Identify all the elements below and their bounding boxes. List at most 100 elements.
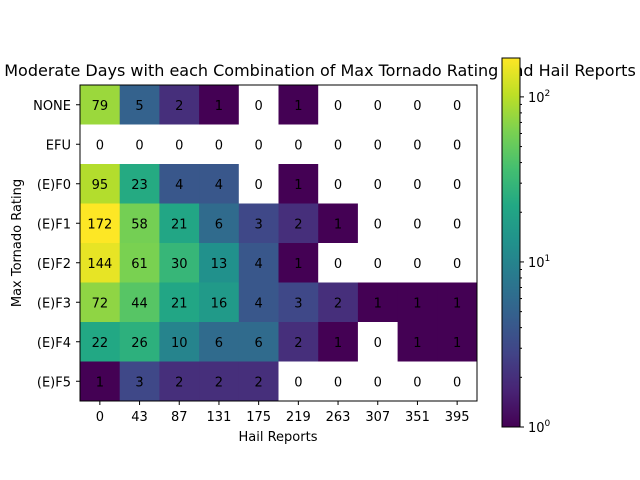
heatmap-cell [199,85,240,125]
heatmap-cell [357,361,398,402]
cell-value-label: 22 [92,336,109,351]
heatmap-cell [397,164,438,204]
cell-value-label: 1 [453,336,461,351]
cell-value-label: 1 [334,336,342,351]
cell-value-label: 0 [294,375,302,390]
cell-value-label: 3 [255,217,263,232]
cell-value-label: 0 [334,138,342,153]
cell-value-label: 23 [131,178,148,193]
x-tick-label: 131 [207,410,232,425]
x-tick-label: 0 [96,410,104,425]
heatmap-cell [278,361,319,402]
heatmap-cell [318,85,359,125]
heatmap-cell [238,85,279,125]
heatmap-cell [119,282,160,323]
colorbar-tick-label: 102 [528,89,550,106]
cell-value-label: 1 [453,296,461,311]
cell-value-label: 0 [374,99,382,114]
y-tick-label: (E)F5 [37,375,71,390]
cell-value-label: 0 [374,178,382,193]
heatmap-cell [199,203,240,244]
cell-value-label: 1 [294,257,302,272]
cell-value-label: 0 [453,99,461,114]
y-tick-label: (E)F2 [37,257,71,272]
x-axis-label: Hail Reports [239,430,318,445]
heatmap-cell [119,124,160,165]
heatmap-cell [80,164,121,204]
cell-value-label: 0 [413,99,421,114]
colorbar: 100 101 102 [501,57,551,436]
cell-value-label: 0 [453,257,461,272]
heatmap-cell [80,124,121,165]
heatmap-cell [119,322,160,362]
chart-title: Moderate Days with each Combination of M… [4,61,636,80]
x-tick-label: 263 [326,410,351,425]
heatmap-cell [80,361,121,402]
cell-value-label: 2 [294,336,302,351]
x-tick-label: 307 [365,410,390,425]
heatmap-cell [397,282,438,323]
x-tick-label: 395 [445,410,470,425]
cell-value-label: 0 [334,257,342,272]
heatmap-cell [318,282,359,323]
heatmap-cell [159,282,200,323]
cell-value-label: 1 [215,99,223,114]
cell-value-label: 61 [131,257,148,272]
heatmap-cell [80,322,121,362]
heatmap-cell [318,361,359,402]
cell-value-label: 2 [175,375,183,390]
cell-value-label: 3 [294,296,302,311]
cell-value-label: 21 [171,296,188,311]
cell-value-label: 1 [413,296,421,311]
heatmap-cell [397,361,438,402]
heatmap-cell [199,124,240,165]
heatmap-cell [437,322,478,362]
cell-value-label: 4 [255,257,263,272]
cell-value-label: 0 [255,99,263,114]
heatmap-cell [397,243,438,283]
x-tick-label: 87 [171,410,188,425]
heatmap-cell [80,85,121,125]
y-tick-label: (E)F0 [37,178,71,193]
heatmap-cell [437,85,478,125]
cell-value-label: 4 [255,296,263,311]
cell-value-label: 0 [135,138,143,153]
heatmap-cell [318,322,359,362]
heatmap-cell [278,282,319,323]
heatmap-cell [437,361,478,402]
heatmap-cell [159,361,200,402]
colorbar-gradient [501,57,521,428]
heatmap-cell [397,322,438,362]
heatmap-cell [80,282,121,323]
colorbar-tick-label: 100 [528,419,551,436]
heatmap-cell [278,243,319,283]
cell-value-label: 0 [413,375,421,390]
cell-value-label: 5 [135,99,143,114]
heatmap-cell [119,164,160,204]
cell-value-label: 0 [413,138,421,153]
heatmap-cell [437,124,478,165]
cell-value-label: 0 [255,138,263,153]
cell-value-label: 16 [211,296,228,311]
cell-value-label: 4 [175,178,183,193]
heatmap-cell [80,243,121,283]
cell-value-label: 95 [92,178,109,193]
y-tick-label: (E)F1 [37,217,71,232]
cell-value-label: 0 [374,257,382,272]
plot-frame [79,84,478,402]
cell-value-label: 0 [255,178,263,193]
cell-value-label: 13 [211,257,228,272]
cell-value-label: 0 [294,138,302,153]
heatmap-cell [238,164,279,204]
cell-value-label: 2 [215,375,223,390]
cell-value-label: 0 [374,217,382,232]
cell-value-label: 0 [334,99,342,114]
heatmap-cell [397,203,438,244]
cell-value-label: 4 [215,178,223,193]
cell-value-label: 72 [92,296,109,311]
heatmap-cell [238,322,279,362]
cell-value-label: 6 [255,336,263,351]
x-tick-label: 43 [131,410,148,425]
